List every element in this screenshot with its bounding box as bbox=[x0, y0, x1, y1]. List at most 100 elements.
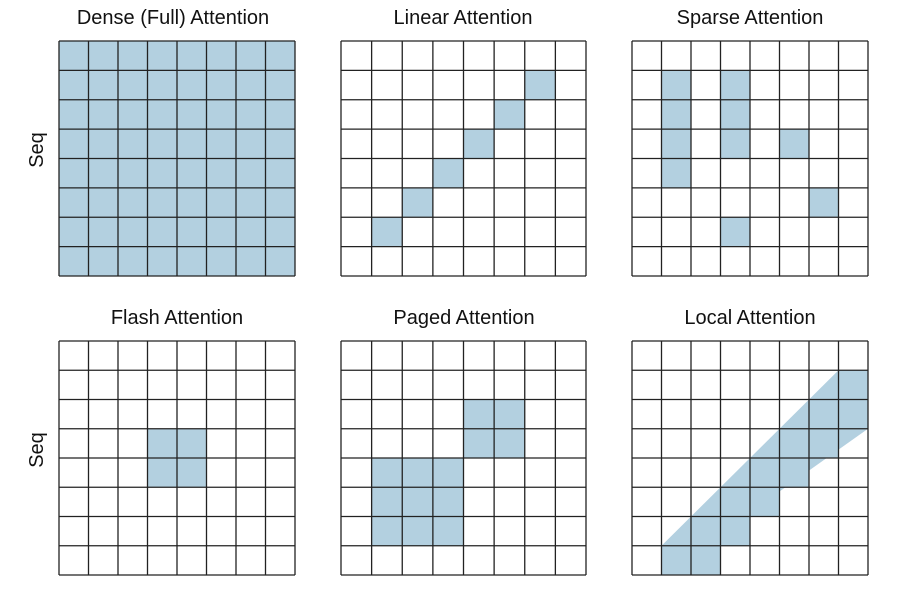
attention-cell bbox=[265, 99, 295, 130]
attention-cell bbox=[402, 187, 433, 218]
attention-cell bbox=[118, 70, 148, 100]
attention-cell bbox=[402, 487, 433, 517]
attention-cell bbox=[147, 187, 177, 218]
attention-cell bbox=[206, 41, 236, 71]
seq-axis-label-bottom: Seq bbox=[26, 432, 48, 468]
attention-cell bbox=[494, 399, 525, 429]
attention-cell bbox=[463, 399, 495, 429]
dense-attention-grid bbox=[58, 40, 296, 277]
panel-title-linear: Linear Attention bbox=[393, 7, 533, 29]
attention-cell bbox=[147, 41, 177, 71]
attention-cell bbox=[720, 217, 750, 247]
attention-cell bbox=[177, 99, 207, 130]
sparse-attention-grid bbox=[631, 40, 869, 277]
attention-cell bbox=[432, 458, 464, 488]
attention-cell bbox=[206, 158, 236, 188]
attention-cell bbox=[59, 217, 89, 247]
attention-cell bbox=[494, 99, 525, 130]
attention-cell bbox=[661, 99, 691, 130]
attention-cell bbox=[402, 458, 433, 488]
attention-cell bbox=[118, 99, 148, 130]
attention-cell bbox=[661, 158, 691, 188]
panel-title-local: Local Attention bbox=[684, 307, 816, 329]
attention-cell bbox=[371, 487, 403, 517]
attention-cell bbox=[206, 246, 236, 276]
attention-cell bbox=[147, 158, 177, 188]
attention-cell bbox=[118, 41, 148, 71]
attention-cell bbox=[206, 217, 236, 247]
attention-cell bbox=[147, 70, 177, 100]
attention-cell bbox=[720, 70, 750, 100]
attention-cell bbox=[779, 129, 809, 159]
attention-cell bbox=[720, 99, 750, 130]
attention-cell bbox=[809, 187, 839, 218]
attention-cell bbox=[147, 458, 177, 488]
attention-cell bbox=[147, 246, 177, 276]
attention-cell bbox=[118, 246, 148, 276]
attention-cell bbox=[236, 41, 266, 71]
attention-cell bbox=[432, 158, 464, 188]
attention-cell bbox=[59, 70, 89, 100]
attention-cell bbox=[524, 70, 556, 100]
attention-cell bbox=[59, 41, 89, 71]
attention-cell bbox=[177, 41, 207, 71]
attention-cell bbox=[59, 246, 89, 276]
attention-cell bbox=[206, 70, 236, 100]
attention-cell bbox=[265, 70, 295, 100]
attention-cell bbox=[206, 129, 236, 159]
attention-cell bbox=[147, 99, 177, 130]
linear-attention-grid bbox=[340, 40, 587, 277]
attention-cell bbox=[59, 99, 89, 130]
attention-cell bbox=[265, 187, 295, 218]
attention-cell bbox=[177, 458, 207, 488]
attention-cell bbox=[177, 129, 207, 159]
attention-cell bbox=[720, 129, 750, 159]
attention-cell bbox=[691, 545, 721, 575]
attention-cell bbox=[177, 246, 207, 276]
paged-attention-grid bbox=[340, 340, 587, 576]
panel-title-dense: Dense (Full) Attention bbox=[76, 7, 270, 29]
attention-cell bbox=[59, 187, 89, 218]
attention-cell bbox=[661, 70, 691, 100]
attention-cell bbox=[371, 516, 403, 546]
attention-cell bbox=[118, 217, 148, 247]
attention-cell bbox=[88, 217, 118, 247]
flash-attention-grid bbox=[58, 340, 296, 576]
attention-cell bbox=[177, 158, 207, 188]
attention-cell bbox=[88, 41, 118, 71]
attention-cell bbox=[88, 99, 118, 130]
attention-cell bbox=[236, 99, 266, 130]
attention-cell bbox=[265, 41, 295, 71]
seq-axis-label-top: Seq bbox=[26, 132, 48, 168]
local-attention-band bbox=[661, 370, 868, 575]
attention-cell bbox=[236, 158, 266, 188]
attention-cell bbox=[236, 187, 266, 218]
attention-cell bbox=[88, 70, 118, 100]
attention-cell bbox=[147, 129, 177, 159]
panel-title-flash: Flash Attention bbox=[110, 307, 244, 329]
local-attention-grid bbox=[631, 340, 869, 576]
panel-title-sparse: Sparse Attention bbox=[676, 7, 824, 29]
attention-cell bbox=[371, 458, 403, 488]
attention-cell bbox=[463, 428, 495, 458]
attention-cell bbox=[59, 129, 89, 159]
attention-cell bbox=[265, 158, 295, 188]
panel-title-paged: Paged Attention bbox=[393, 307, 535, 329]
attention-cell bbox=[118, 187, 148, 218]
attention-cell bbox=[118, 129, 148, 159]
attention-cell bbox=[206, 187, 236, 218]
attention-cell bbox=[494, 428, 525, 458]
attention-cell bbox=[236, 129, 266, 159]
attention-cell bbox=[402, 516, 433, 546]
attention-cell bbox=[177, 70, 207, 100]
attention-cell bbox=[236, 217, 266, 247]
attention-cell bbox=[88, 129, 118, 159]
attention-cell bbox=[432, 487, 464, 517]
attention-cell bbox=[88, 158, 118, 188]
attention-cell bbox=[432, 516, 464, 546]
attention-cell bbox=[177, 428, 207, 458]
attention-cell bbox=[206, 99, 236, 130]
attention-cell bbox=[147, 217, 177, 247]
attention-cell bbox=[463, 129, 495, 159]
attention-cell bbox=[88, 246, 118, 276]
